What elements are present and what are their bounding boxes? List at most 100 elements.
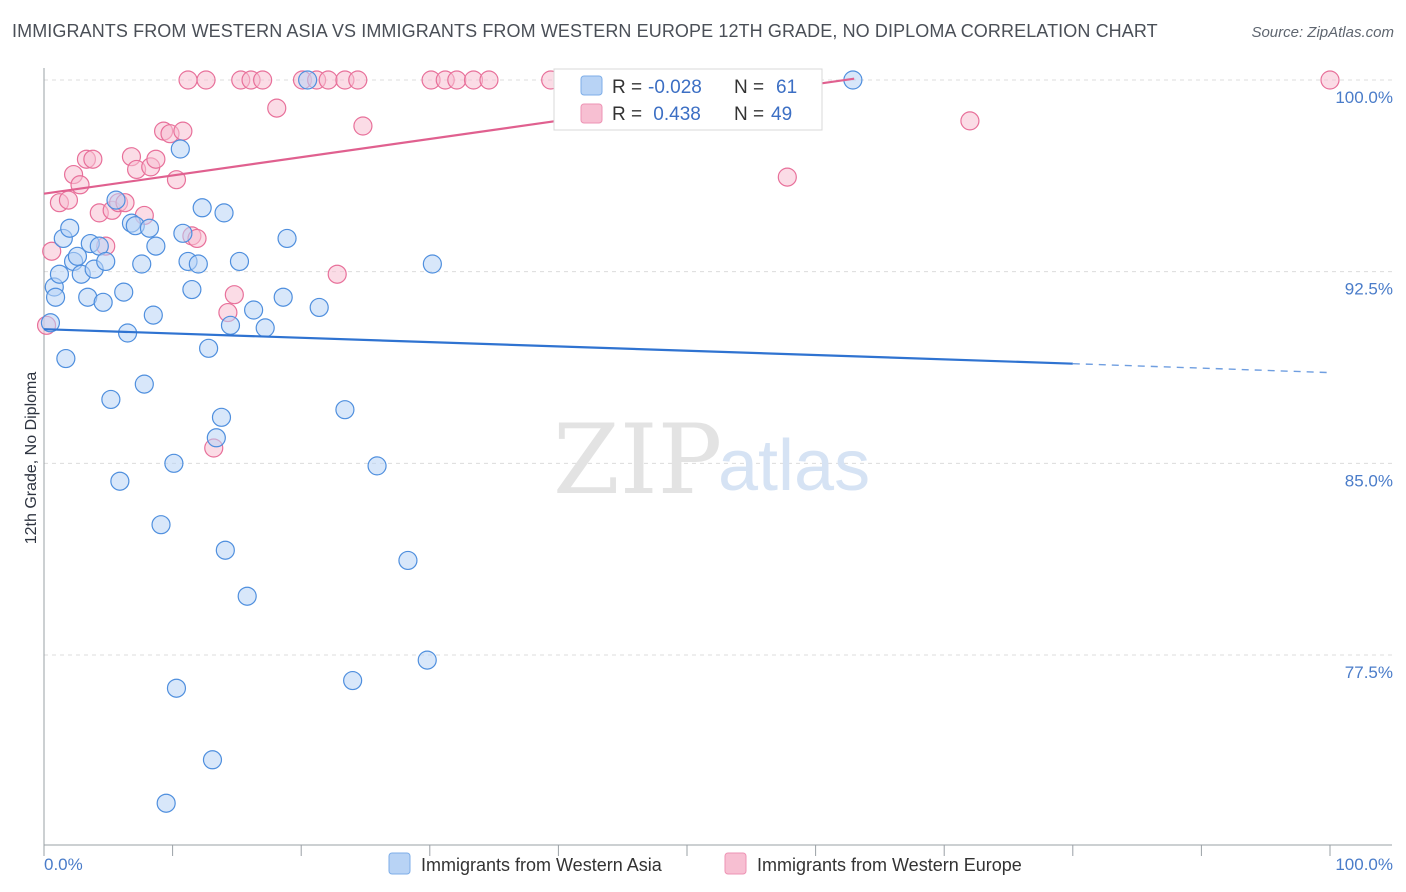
point-western-asia bbox=[114, 282, 134, 302]
point-western-asia bbox=[164, 453, 184, 473]
series-western-asia bbox=[40, 70, 863, 813]
stats-legend-pink-swatch bbox=[580, 103, 603, 124]
trend-line-western-asia bbox=[43, 328, 1073, 365]
bottom-legend: Immigrants from Western Asia Immigrants … bbox=[388, 852, 1022, 875]
point-western-asia bbox=[335, 400, 355, 420]
point-western-asia bbox=[277, 228, 297, 249]
point-western-asia bbox=[244, 300, 264, 320]
point-western-asia bbox=[417, 650, 437, 670]
point-western-asia bbox=[49, 264, 70, 284]
point-western-europe bbox=[447, 70, 467, 90]
point-western-asia bbox=[199, 338, 219, 358]
point-western-asia bbox=[170, 139, 190, 159]
point-western-asia bbox=[146, 236, 166, 256]
point-western-asia bbox=[101, 389, 121, 410]
point-western-asia bbox=[206, 428, 226, 448]
point-western-asia bbox=[237, 586, 257, 606]
point-western-asia bbox=[166, 678, 187, 698]
point-western-europe bbox=[173, 121, 193, 141]
x-tick-label-min: 0.0% bbox=[44, 855, 83, 874]
point-western-asia bbox=[188, 254, 208, 274]
x-tick-labels: 0.0% 100.0% bbox=[44, 855, 1393, 874]
point-western-asia bbox=[173, 223, 193, 243]
y-tick-label: 92.5% bbox=[1345, 280, 1393, 299]
point-western-europe bbox=[318, 70, 338, 90]
point-western-asia bbox=[398, 550, 418, 571]
point-western-asia bbox=[192, 198, 212, 218]
chart-title: IMMIGRANTS FROM WESTERN ASIA VS IMMIGRAN… bbox=[12, 21, 1158, 41]
point-western-asia bbox=[202, 750, 223, 770]
point-western-europe bbox=[348, 70, 368, 90]
legend-western-europe-label: Immigrants from Western Europe bbox=[757, 855, 1022, 875]
stats-legend: R = -0.028 N = 61 R = 0.438 N = 49 bbox=[553, 68, 823, 131]
point-western-asia bbox=[229, 251, 250, 272]
point-western-asia bbox=[60, 218, 80, 238]
point-western-europe bbox=[178, 70, 198, 90]
stats-r-value-1: -0.028 bbox=[648, 77, 702, 98]
stats-r-label-2: R = bbox=[612, 104, 642, 125]
y-tick-label: 85.0% bbox=[1345, 471, 1393, 490]
point-western-asia bbox=[273, 287, 293, 307]
y-tick-label: 100.0% bbox=[1335, 88, 1393, 107]
point-western-europe bbox=[353, 116, 373, 136]
point-western-europe bbox=[224, 285, 244, 305]
point-western-asia bbox=[156, 793, 176, 813]
point-western-asia bbox=[214, 203, 234, 223]
stats-legend-blue-swatch bbox=[580, 75, 603, 96]
y-axis-label: 12th Grade, No Diploma bbox=[23, 372, 40, 545]
point-western-europe bbox=[83, 149, 103, 169]
legend-western-europe-swatch bbox=[724, 852, 747, 875]
stats-r-label-1: R = bbox=[612, 77, 642, 98]
point-western-asia bbox=[45, 287, 66, 307]
trend-line-western-asia-extension bbox=[1072, 362, 1331, 374]
point-western-europe bbox=[70, 175, 90, 195]
point-western-europe bbox=[146, 149, 166, 169]
legend-western-asia-swatch bbox=[388, 852, 411, 875]
point-western-europe bbox=[267, 98, 287, 118]
point-western-asia bbox=[220, 315, 241, 335]
watermark-atlas: atlas bbox=[718, 426, 870, 506]
point-western-asia bbox=[40, 313, 61, 333]
point-western-asia bbox=[93, 292, 113, 312]
point-western-asia bbox=[139, 218, 160, 238]
point-western-asia bbox=[367, 456, 387, 476]
point-western-asia bbox=[134, 374, 154, 394]
point-western-europe bbox=[960, 111, 980, 131]
stats-r-value-2: 0.438 bbox=[648, 104, 701, 125]
point-western-asia bbox=[182, 279, 202, 300]
point-western-asia bbox=[309, 297, 329, 318]
stats-n-label-1: N = bbox=[734, 77, 764, 98]
point-western-europe bbox=[777, 167, 797, 187]
point-western-asia bbox=[215, 540, 235, 560]
watermark-zip: ZIP bbox=[553, 404, 722, 516]
point-western-asia bbox=[67, 246, 88, 266]
point-western-asia bbox=[106, 190, 126, 210]
point-western-asia bbox=[255, 318, 275, 338]
point-western-europe bbox=[58, 190, 79, 210]
stats-n-label-2: N = bbox=[734, 104, 764, 125]
y-tick-labels: 100.0% 92.5% 85.0% 77.5% bbox=[1335, 88, 1393, 682]
x-tick-label-max: 100.0% bbox=[1335, 855, 1393, 874]
point-western-europe bbox=[1320, 70, 1340, 90]
point-western-asia bbox=[96, 251, 116, 272]
point-western-asia bbox=[110, 471, 130, 491]
point-western-europe bbox=[253, 70, 273, 90]
point-western-europe bbox=[42, 241, 62, 261]
point-western-europe bbox=[327, 264, 347, 284]
point-western-europe bbox=[196, 70, 216, 90]
legend-western-asia-label: Immigrants from Western Asia bbox=[421, 855, 663, 875]
stats-n-value-1: 61 bbox=[776, 77, 797, 98]
y-tick-label: 77.5% bbox=[1345, 663, 1393, 682]
axes bbox=[43, 68, 1392, 856]
point-western-europe bbox=[479, 70, 499, 90]
point-western-asia bbox=[151, 515, 171, 535]
watermark: ZIP atlas bbox=[553, 404, 870, 516]
point-western-asia bbox=[132, 254, 152, 274]
source-credit: Source: ZipAtlas.com bbox=[1251, 24, 1394, 41]
point-western-asia bbox=[211, 407, 232, 427]
point-western-asia bbox=[343, 670, 363, 691]
point-western-asia bbox=[298, 70, 318, 90]
point-western-asia bbox=[56, 348, 76, 369]
point-western-asia bbox=[143, 305, 163, 325]
